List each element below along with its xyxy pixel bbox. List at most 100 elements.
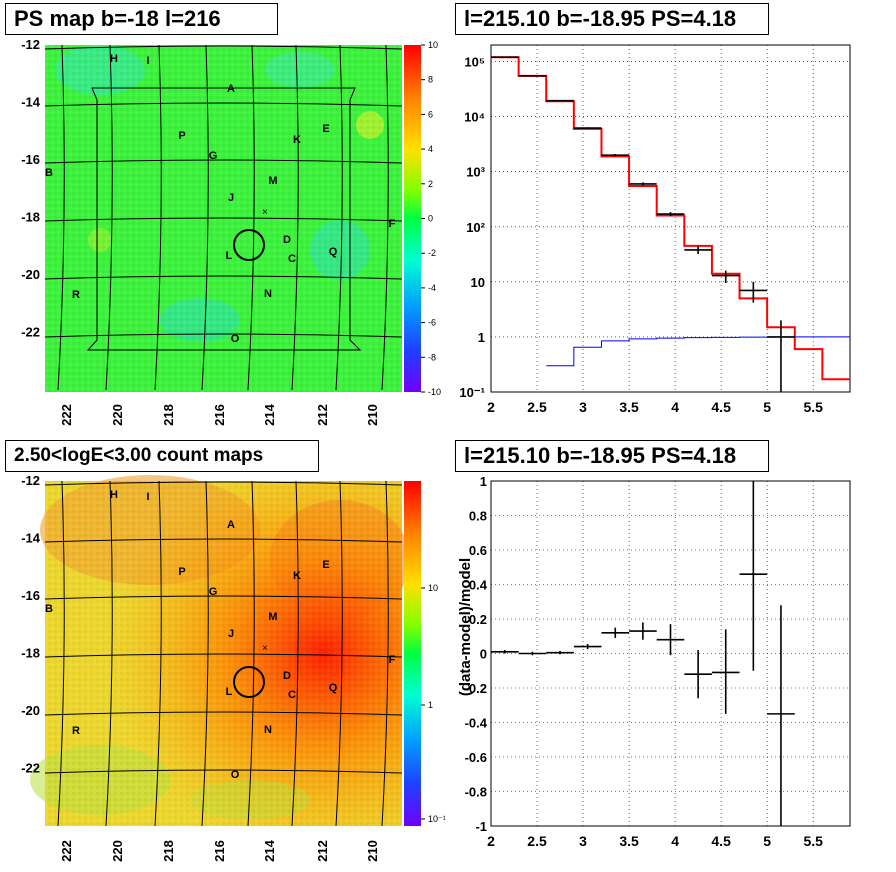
spectrum-title: l=215.10 b=-18.95 PS=4.18: [455, 3, 769, 35]
cm-source-label: E: [322, 559, 329, 571]
ps-colorbar-tick-label: -6: [428, 318, 436, 328]
ps-source-label: L: [226, 250, 233, 262]
cm-source-label: R: [72, 725, 80, 737]
ps-colorbar-tick-label: 8: [428, 75, 433, 85]
residual-y-tick-label: 0.4: [469, 578, 488, 593]
spectrum-series: [491, 56, 850, 392]
residual-x-tick-label: 5.5: [803, 833, 823, 849]
spectrum-y-tick-label: 10⁴: [464, 110, 485, 125]
ps-lon-line: [381, 44, 389, 391]
cm-lat-tick-label: -18: [21, 646, 40, 661]
cm-lat-tick-label: -14: [21, 531, 41, 546]
ps-lon-tick-label: 220: [110, 404, 125, 426]
cm-lon-line: [201, 480, 209, 827]
spectrum-y-tick-label: 10: [471, 275, 485, 290]
ps-lon-line: [335, 44, 343, 391]
ps-lat-line: [44, 275, 403, 280]
cm-lon-tick-label: 222: [59, 840, 74, 862]
ps-source-label: E: [322, 123, 329, 135]
cm-lon-line: [105, 480, 113, 827]
residual-y-tick-label: -1: [475, 819, 487, 834]
spectrum-y-tick-label: 10²: [466, 220, 485, 235]
spectrum-panel: 2 2.5 3 3.5 4 4.5 5 5.5 10⁻¹ 1 10 10² 10³ 10⁴ 10⁵: [459, 44, 851, 415]
cm-source-label: G: [209, 586, 218, 598]
ps-lat-tick-label: -16: [21, 152, 40, 167]
cm-lon-line: [247, 480, 255, 827]
cm-lon-tick-label: 220: [110, 840, 125, 862]
residual-y-tick-label: -0.2: [465, 681, 487, 696]
count-map-cross-marker: ×: [262, 643, 268, 654]
ps-source-label: O: [231, 333, 240, 345]
residual-y-tick-label: -0.4: [465, 716, 488, 731]
ps-source-label: R: [72, 289, 80, 301]
cm-lon-line: [381, 480, 389, 827]
ps-map-lon-ticks: 222 220 218 216 214 212 210: [59, 403, 380, 425]
residual-y-axis-label: (data-model)/model: [457, 558, 474, 696]
ps-lat-tick-label: -22: [21, 325, 40, 340]
ps-lat-tick-label: -14: [21, 95, 41, 110]
ps-lon-line: [201, 44, 209, 391]
ps-lon-line: [105, 44, 113, 391]
count-map-lon-ticks: 222 220 218 216 214 212 210: [59, 839, 380, 861]
cm-lon-tick-label: 216: [212, 840, 227, 862]
count-colorbar-tick-label: 10⁻¹: [428, 814, 446, 824]
spectrum-ticks: 2 2.5 3 3.5 4 4.5 5 5.5 10⁻¹ 1 10 10² 10³ 10⁴ 10⁵: [459, 55, 823, 415]
ps-colorbar-tick-label: 6: [428, 109, 433, 119]
cm-lat-tick-label: -12: [21, 473, 40, 488]
spectrum-x-tick-label: 2.5: [527, 399, 547, 415]
residual-y-tick-label: 1: [480, 474, 487, 489]
ps-lat-tick-label: -18: [21, 210, 40, 225]
ps-colorbar-tick-label: 4: [428, 144, 433, 154]
cm-lat-line: [44, 595, 403, 600]
ps-colorbar-tick-label: -4: [428, 283, 436, 293]
count-map-grid: [44, 480, 403, 827]
count-map-colorbar: [404, 481, 421, 826]
residual-y-tick-label: 0.2: [469, 612, 487, 627]
spectrum-x-tick-label: 3: [579, 399, 587, 415]
cm-source-label: P: [178, 566, 185, 578]
ps-source-label: P: [178, 130, 185, 142]
cm-source-label: L: [226, 686, 233, 698]
cm-lon-line: [335, 480, 343, 827]
spectrum-x-tick-label: 4: [671, 399, 679, 415]
cm-source-label: K: [293, 570, 301, 582]
ps-map-grid: [44, 44, 403, 391]
cm-lat-tick-label: -16: [21, 588, 40, 603]
spectrum-x-tick-label: 5: [763, 399, 771, 415]
residual-x-tick-label: 2.5: [527, 833, 547, 849]
residual-x-tick-label: 4: [671, 833, 679, 849]
ps-source-label: I: [146, 55, 149, 67]
ps-lat-line: [44, 159, 403, 164]
spectrum-y-tick-label: 1: [478, 330, 485, 345]
ps-lon-tick-label: 218: [161, 404, 176, 426]
spectrum-y-tick-label: 10³: [466, 165, 485, 180]
spectrum-x-tick-label: 4.5: [711, 399, 731, 415]
ps-colorbar-tick-label: 0: [428, 214, 433, 224]
ps-colorbar-tick-label: -10: [428, 387, 441, 397]
ps-lon-tick-label: 222: [59, 404, 74, 426]
cm-lat-tick-label: -20: [21, 703, 40, 718]
cm-lat-line: [44, 538, 403, 543]
count-colorbar-tick-label: 1: [428, 700, 433, 710]
residual-series: [491, 481, 795, 826]
ps-map-roi-outline: [86, 87, 362, 351]
cm-lon-tick-label: 214: [262, 839, 277, 861]
count-map-title: 2.50<logE<3.00 count maps: [5, 440, 319, 472]
residual-y-tick-label: -0.8: [465, 785, 487, 800]
ps-lat-line: [44, 102, 403, 107]
cm-source-label: H: [110, 489, 118, 501]
cm-source-label: Q: [329, 682, 338, 694]
cm-lat-line: [44, 711, 403, 716]
ps-lat-line: [44, 45, 403, 50]
cm-lon-tick-label: 212: [315, 840, 330, 862]
ps-lon-line: [291, 44, 299, 391]
ps-lon-line: [57, 44, 65, 391]
cm-source-label: J: [228, 628, 234, 640]
ps-colorbar-tick-label: -8: [428, 352, 436, 362]
ps-source-label: B: [45, 167, 53, 179]
ps-lat-line: [44, 333, 403, 338]
cm-lon-tick-label: 210: [365, 840, 380, 862]
cm-lat-line: [44, 769, 403, 774]
ps-map-source-circle: [233, 229, 265, 261]
cm-source-label: F: [389, 654, 396, 666]
